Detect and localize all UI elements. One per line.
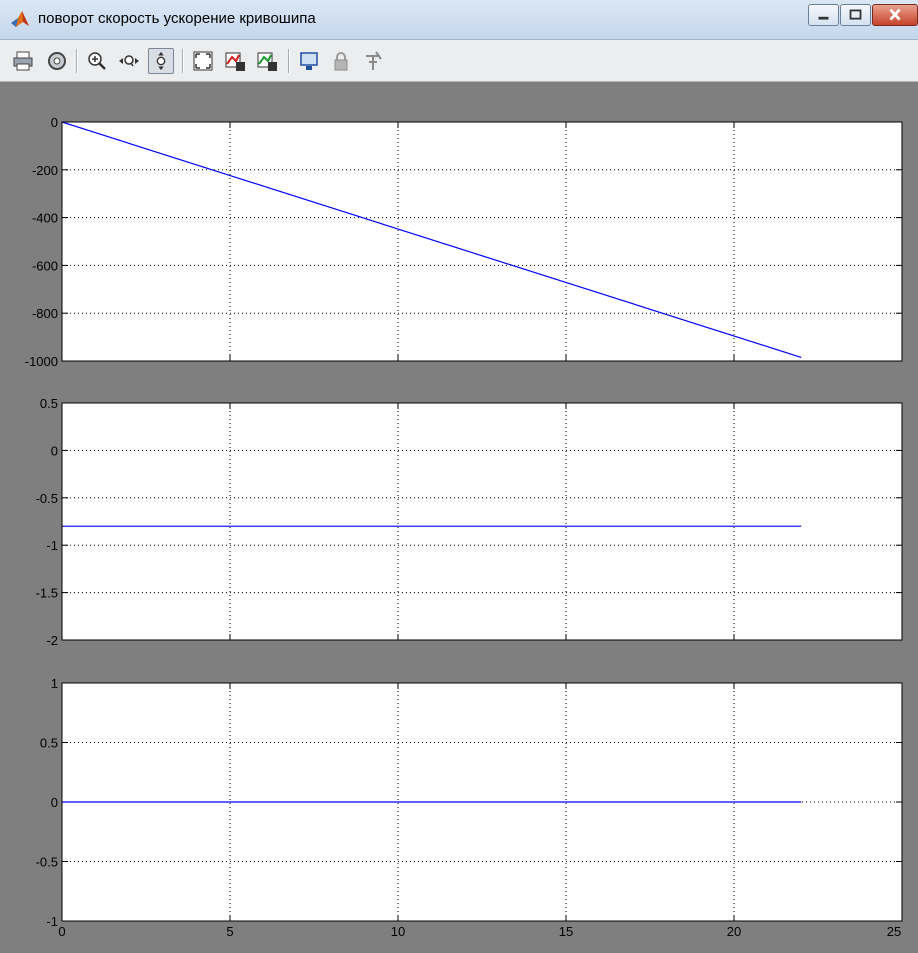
y-tick-label: -0.5: [36, 855, 58, 870]
toolbar-separator: [76, 49, 78, 73]
y-tick-label: -600: [32, 258, 58, 273]
print-icon: [13, 51, 33, 71]
maximize-button[interactable]: [840, 4, 871, 26]
signal-selection-button[interactable]: [360, 48, 386, 74]
y-tick-label: 0: [51, 443, 58, 458]
zoom-x-icon: [119, 55, 139, 67]
y-tick-label: -800: [32, 306, 58, 321]
zoom-in-button[interactable]: [84, 48, 110, 74]
minimize-icon: [818, 16, 829, 20]
lock-axes-icon: [334, 52, 348, 71]
autoscale-button[interactable]: [190, 48, 216, 74]
print-button[interactable]: [10, 48, 36, 74]
floating-scope-button[interactable]: [296, 48, 322, 74]
y-tick-label: 0.5: [40, 396, 58, 411]
series-line-1: [61, 121, 802, 358]
signal-selection-icon: [366, 51, 382, 70]
toolbar-separator: [182, 49, 184, 73]
zoom-x-button[interactable]: [116, 48, 142, 74]
scope-axes-1[interactable]: 0 -200 -400 -600 -800 -1000: [25, 115, 903, 369]
x-tick-label: 0: [58, 924, 65, 939]
close-icon: [889, 8, 901, 21]
axes-background: [62, 403, 902, 640]
parameters-icon: [48, 52, 66, 70]
matlab-logo-icon: [11, 11, 29, 27]
y-tick-label: -2: [46, 633, 58, 648]
y-tick-label: -400: [32, 211, 58, 226]
y-tick-label: -1: [46, 538, 58, 553]
x-tick-label: 20: [727, 924, 741, 939]
floating-scope-icon: [300, 52, 318, 70]
y-tick-label: 0: [51, 115, 58, 130]
axes-frame: [61, 682, 903, 922]
zoom-in-icon: [88, 52, 106, 70]
zoom-y-icon: [156, 51, 166, 71]
toolbar-separator: [288, 49, 290, 73]
scope-axes-3[interactable]: 0 5 10 15 20 25 1 0.5 0 -0.5 -1: [36, 676, 903, 939]
y-tick-label: 1: [51, 676, 58, 691]
y-tick-label: -1000: [25, 354, 58, 369]
window-titlebar: поворот скорость ускорение кривошипа: [0, 0, 918, 40]
x-tick-label: 5: [226, 924, 233, 939]
x-tick-label: 10: [391, 924, 405, 939]
parameters-button[interactable]: [44, 48, 70, 74]
save-axes-settings-button[interactable]: [222, 48, 248, 74]
autoscale-icon: [193, 51, 213, 71]
minimize-button[interactable]: [808, 4, 839, 26]
axes-frame: [61, 121, 903, 362]
axes-background: [62, 122, 902, 361]
y-tick-label: 0.5: [40, 736, 58, 751]
scope-plots: 0 -200 -400 -600 -800 -1000 0.5 0 -0.5 -1 -1.5 -2 0 5…: [25, 115, 903, 939]
y-tick-label: 0: [51, 795, 58, 810]
window-title: поворот скорость ускорение кривошипа: [38, 10, 316, 27]
maximize-icon: [849, 9, 862, 20]
y-tick-label: -1.5: [36, 586, 58, 601]
y-tick-label: -1: [46, 914, 58, 929]
scope-toolbar: [0, 40, 918, 82]
y-tick-label: -0.5: [36, 491, 58, 506]
x-tick-label: 15: [559, 924, 573, 939]
restore-axes-settings-button[interactable]: [254, 48, 280, 74]
zoom-y-button[interactable]: [148, 48, 174, 74]
scope-axes-2[interactable]: 0.5 0 -0.5 -1 -1.5 -2: [36, 396, 903, 648]
x-tick-label: 25: [887, 924, 901, 939]
restore-axes-settings-icon: [257, 52, 277, 71]
axes-frame: [61, 402, 903, 641]
close-button[interactable]: [872, 4, 918, 26]
save-axes-settings-icon: [225, 52, 245, 71]
y-tick-label: -200: [32, 163, 58, 178]
lock-axes-button[interactable]: [328, 48, 354, 74]
